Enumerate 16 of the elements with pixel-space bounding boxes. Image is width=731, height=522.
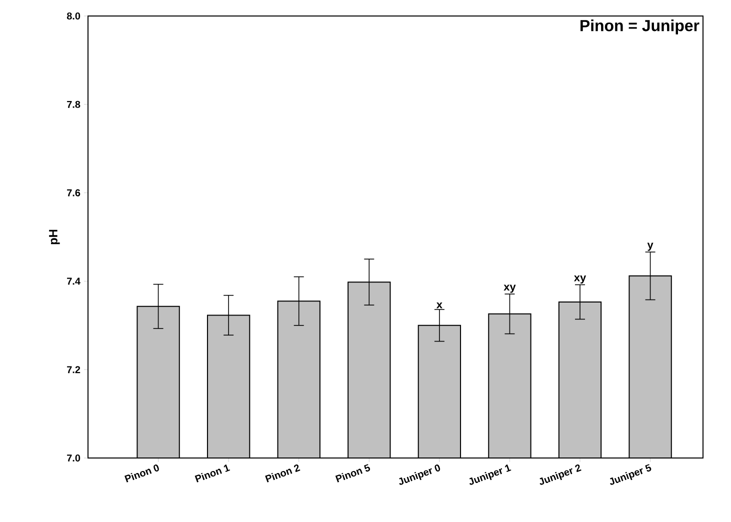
y-tick-label: 8.0 bbox=[66, 12, 80, 20]
y-tick-label: 7.2 bbox=[67, 366, 80, 374]
annotation: x bbox=[436, 302, 442, 308]
annotation: xy bbox=[504, 284, 516, 293]
y-tick-label: 7.0 bbox=[67, 454, 80, 462]
x-tick-label: Pinon 5 bbox=[335, 464, 370, 482]
x-tick-label: Pinon 1 bbox=[194, 464, 230, 482]
annotation: Pinon = Juniper bbox=[580, 20, 700, 34]
annotation: xy bbox=[574, 275, 586, 284]
annotation: y bbox=[647, 242, 654, 251]
y-tick-label: 7.4 bbox=[67, 278, 80, 285]
x-tick-label: Pinon 2 bbox=[265, 464, 300, 482]
y-tick-label: 7.6 bbox=[67, 189, 80, 196]
y-axis-title: pH bbox=[49, 230, 60, 244]
x-tick-label: Pinon 0 bbox=[124, 464, 159, 482]
y-tick-label: 7.8 bbox=[67, 100, 80, 108]
